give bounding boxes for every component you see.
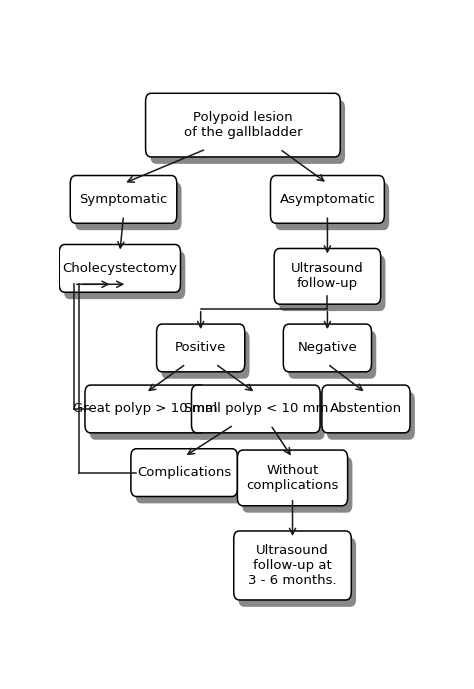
Text: Polypoid lesion
of the gallbladder: Polypoid lesion of the gallbladder <box>183 111 302 139</box>
Text: Without
complications: Without complications <box>246 464 339 492</box>
FancyBboxPatch shape <box>327 392 415 440</box>
FancyBboxPatch shape <box>237 450 347 506</box>
Text: Complications: Complications <box>137 466 231 479</box>
FancyBboxPatch shape <box>238 538 356 607</box>
Text: Positive: Positive <box>175 342 227 354</box>
FancyBboxPatch shape <box>136 455 242 504</box>
FancyBboxPatch shape <box>191 385 320 433</box>
FancyBboxPatch shape <box>283 324 372 372</box>
FancyBboxPatch shape <box>64 251 185 299</box>
Text: Great polyp > 10 mm: Great polyp > 10 mm <box>73 402 218 415</box>
FancyBboxPatch shape <box>161 331 249 379</box>
Text: Cholecystectomy: Cholecystectomy <box>63 262 177 275</box>
Text: Symptomatic: Symptomatic <box>79 193 168 206</box>
Text: Abstention: Abstention <box>330 402 402 415</box>
FancyBboxPatch shape <box>150 100 345 164</box>
FancyBboxPatch shape <box>146 93 340 157</box>
Text: Ultrasound
follow-up at
3 - 6 months.: Ultrasound follow-up at 3 - 6 months. <box>248 544 337 587</box>
Text: Asymptomatic: Asymptomatic <box>279 193 375 206</box>
FancyBboxPatch shape <box>59 245 181 292</box>
Text: Negative: Negative <box>298 342 357 354</box>
FancyBboxPatch shape <box>275 183 389 230</box>
FancyBboxPatch shape <box>279 256 385 311</box>
FancyBboxPatch shape <box>85 385 206 433</box>
FancyBboxPatch shape <box>75 183 182 230</box>
FancyBboxPatch shape <box>288 331 376 379</box>
FancyBboxPatch shape <box>242 457 352 513</box>
Text: Ultrasound
follow-up: Ultrasound follow-up <box>291 263 364 290</box>
FancyBboxPatch shape <box>234 531 351 600</box>
FancyBboxPatch shape <box>70 176 177 223</box>
FancyBboxPatch shape <box>271 176 384 223</box>
FancyBboxPatch shape <box>90 392 211 440</box>
FancyBboxPatch shape <box>322 385 410 433</box>
FancyBboxPatch shape <box>196 392 325 440</box>
Text: Small polyp < 10 mm: Small polyp < 10 mm <box>183 402 328 415</box>
FancyBboxPatch shape <box>156 324 245 372</box>
FancyBboxPatch shape <box>131 449 237 497</box>
FancyBboxPatch shape <box>274 249 381 304</box>
